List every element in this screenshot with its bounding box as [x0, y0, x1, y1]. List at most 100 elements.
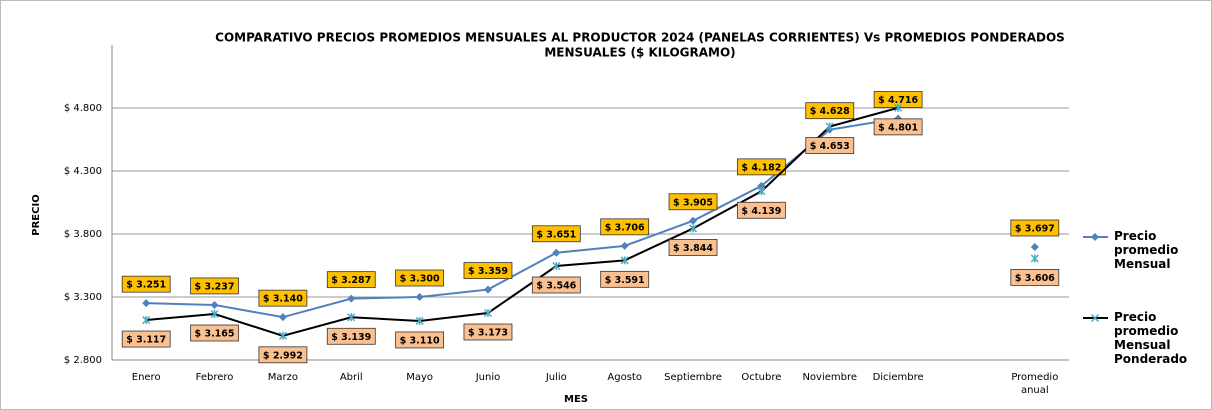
marker — [347, 294, 356, 303]
marker — [347, 313, 356, 322]
value-label-box — [121, 330, 171, 348]
value-label: $ 4.653 — [810, 141, 850, 152]
value-label-box — [1010, 269, 1060, 286]
marker — [415, 293, 424, 301]
value-label: $ 4.801 — [878, 122, 918, 133]
legend-label: Precio promedio Mensual Ponderado — [1114, 310, 1188, 366]
marker — [1030, 254, 1039, 263]
value-label: $ 3.300 — [400, 274, 440, 285]
value-label: $ 3.697 — [1015, 223, 1055, 234]
value-label: $ 3.140 — [263, 294, 303, 305]
value-label: $ 3.591 — [605, 275, 645, 286]
marker — [210, 300, 219, 309]
value-label: $ 4.182 — [741, 162, 781, 173]
marker — [620, 241, 629, 250]
value-label-box — [805, 102, 855, 120]
marker — [483, 308, 492, 318]
marker — [689, 216, 698, 225]
value-label: $ 3.706 — [605, 222, 645, 233]
value-label-box — [668, 193, 718, 211]
legend-marker — [1091, 233, 1099, 241]
value-label-box — [395, 269, 445, 287]
x-tick-label: Noviembre — [802, 372, 857, 383]
value-label-box — [190, 277, 239, 295]
value-label: $ 3.165 — [195, 329, 235, 340]
legend-marker — [1090, 313, 1100, 323]
marker — [757, 187, 766, 196]
x-tick-label: Septiembre — [664, 372, 722, 383]
x-tick-label: Diciembre — [873, 372, 924, 383]
marker — [894, 103, 903, 112]
legend-label: Precio promedio Mensual — [1114, 229, 1179, 271]
y-tick-label: $ 3.800 — [64, 229, 102, 240]
value-label: $ 3.110 — [400, 335, 440, 346]
x-tick-label: Octubre — [741, 372, 781, 383]
value-label: $ 3.546 — [536, 281, 576, 292]
value-label: $ 3.117 — [126, 335, 166, 346]
marker — [278, 313, 287, 322]
x-tick-label: Febrero — [196, 372, 234, 383]
marker — [415, 316, 424, 325]
value-label: $ 3.139 — [331, 332, 371, 343]
y-axis-label: PRECIO — [31, 194, 42, 235]
chart-title: COMPARATIVO PRECIOS PROMEDIOS MENSUALES … — [215, 31, 1065, 45]
value-label-box — [736, 201, 786, 219]
series-line — [146, 106, 899, 337]
value-label: $ 4.716 — [878, 95, 918, 106]
marker — [278, 331, 287, 340]
value-label-box — [873, 118, 923, 136]
value-label-box — [600, 270, 650, 288]
value-label-box — [258, 289, 308, 307]
x-tick-label: Marzo — [268, 372, 298, 383]
marker — [689, 224, 698, 233]
value-label-box — [190, 324, 239, 342]
marker — [757, 181, 766, 190]
y-tick-label: $ 3.300 — [64, 292, 102, 303]
value-label: $ 4.139 — [741, 206, 781, 217]
marker — [142, 299, 151, 308]
value-label-box — [531, 225, 581, 243]
value-label-box — [805, 137, 855, 154]
x-tick-label: Promedio anual — [1011, 372, 1058, 396]
x-tick-label: Julio — [545, 372, 567, 383]
y-tick-label: $ 4.800 — [64, 103, 102, 114]
x-tick-label: Mayo — [406, 372, 433, 383]
marker — [552, 261, 561, 271]
value-label: $ 4.628 — [810, 106, 850, 117]
value-label: $ 3.237 — [195, 281, 235, 292]
value-label: $ 3.844 — [673, 243, 713, 254]
value-label: $ 2.992 — [263, 350, 303, 361]
value-label: $ 3.251 — [126, 280, 166, 291]
value-label-box — [463, 262, 513, 279]
marker — [210, 309, 219, 319]
series-line — [146, 117, 899, 319]
x-tick-label: Abril — [340, 372, 363, 383]
value-label-box — [326, 271, 376, 289]
chart-subtitle: MENSUALES ($ KILOGRAMO) — [544, 46, 735, 60]
value-label-box — [463, 323, 513, 341]
value-label: $ 3.606 — [1015, 273, 1055, 284]
y-tick-label: $ 4.300 — [64, 166, 102, 177]
value-label-box — [531, 276, 581, 294]
marker — [620, 256, 629, 265]
value-label: $ 3.287 — [331, 275, 371, 286]
value-label: $ 3.359 — [468, 266, 508, 277]
marker — [142, 316, 151, 325]
x-tick-label: Enero — [132, 372, 161, 383]
value-label: $ 3.651 — [536, 229, 576, 240]
value-label: $ 3.905 — [673, 197, 713, 208]
value-label-box — [1010, 219, 1060, 237]
value-label-box — [121, 275, 171, 293]
value-label-box — [395, 331, 445, 349]
marker — [483, 285, 492, 294]
x-tick-label: Agosto — [607, 372, 642, 383]
y-tick-label: $ 2.800 — [64, 355, 102, 366]
marker — [1030, 242, 1039, 251]
value-label-box — [736, 158, 786, 176]
value-label-box — [258, 346, 308, 364]
x-tick-label: Junio — [475, 372, 501, 383]
marker — [552, 248, 561, 257]
